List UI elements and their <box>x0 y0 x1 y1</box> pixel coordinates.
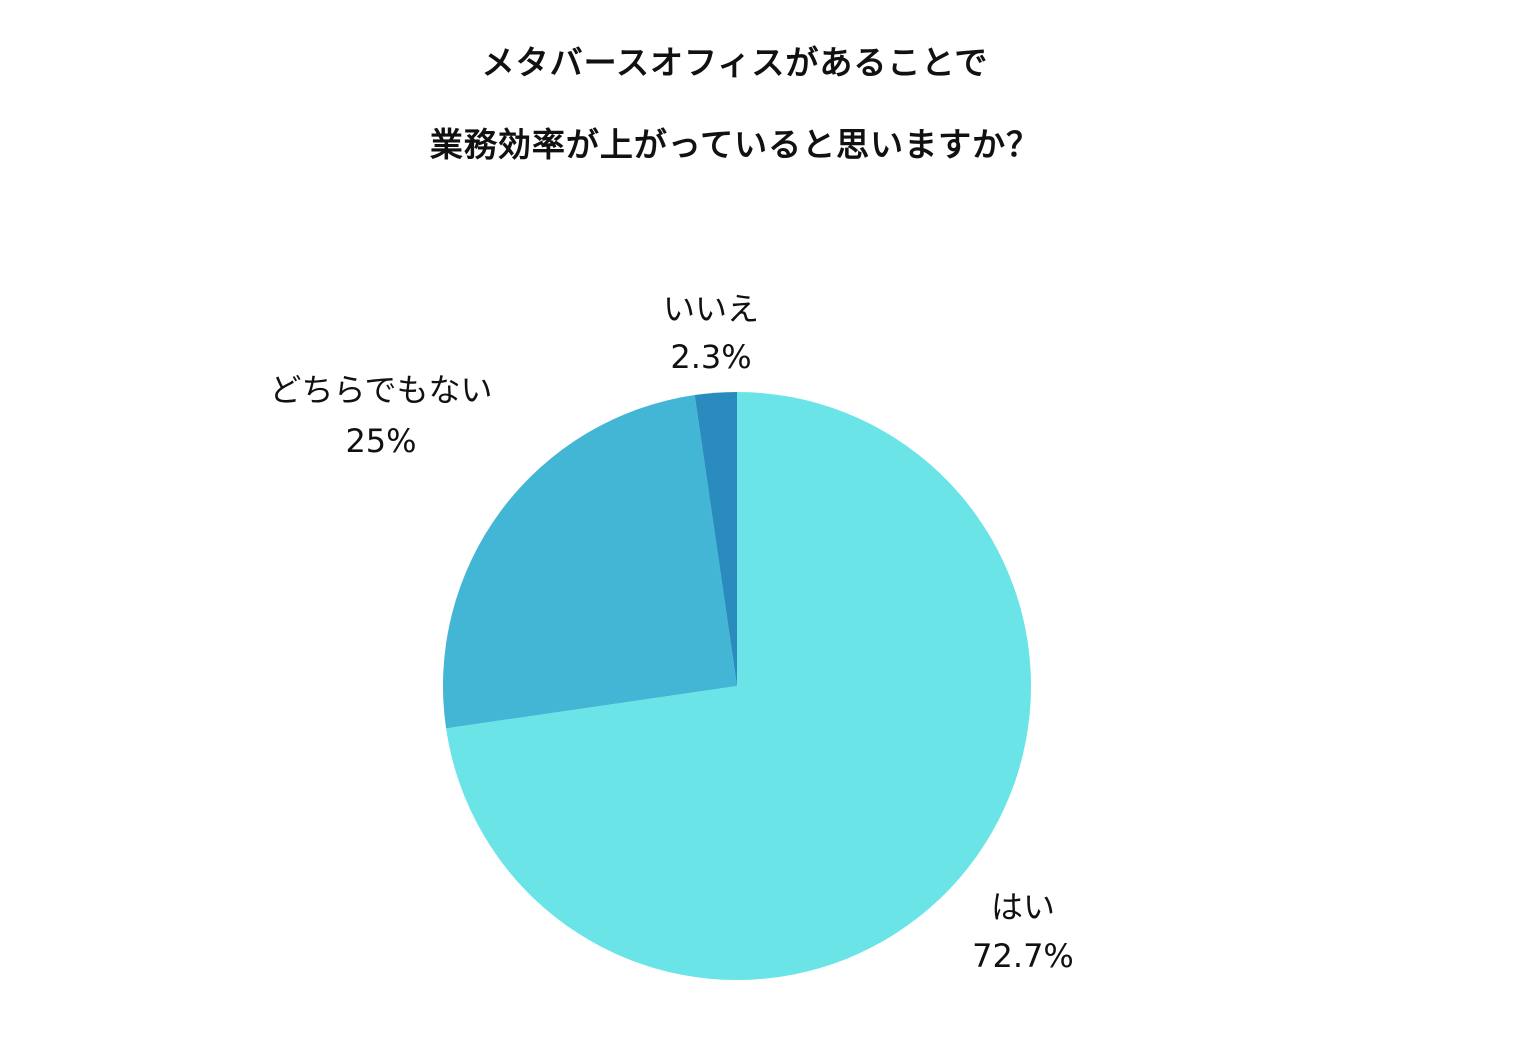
slice-iie-label: いいえ <box>663 290 759 328</box>
slice-dochiradmo-nai <box>442 395 737 729</box>
chart-title-line-2: 業務効率が上がっていると思いますか？ <box>429 125 1041 164</box>
slice-hai-label: はい <box>991 888 1055 926</box>
chart-title-line-1: メタバースオフィスがあることで <box>481 43 989 82</box>
slice-hai-value-label: 72.7% <box>972 937 1074 975</box>
slice-iie-value-label: 2.3% <box>670 338 751 376</box>
pie-labels: はい 72.7% どちらでもない 25% いいえ 2.3% <box>269 290 1073 975</box>
pie-slices <box>442 392 1031 981</box>
slice-iie <box>694 392 737 686</box>
slice-dochiradmo-nai-value-label: 25% <box>345 422 416 460</box>
slice-hai <box>446 392 1031 981</box>
slice-dochiradmo-nai-label: どちらでもない <box>269 371 492 409</box>
